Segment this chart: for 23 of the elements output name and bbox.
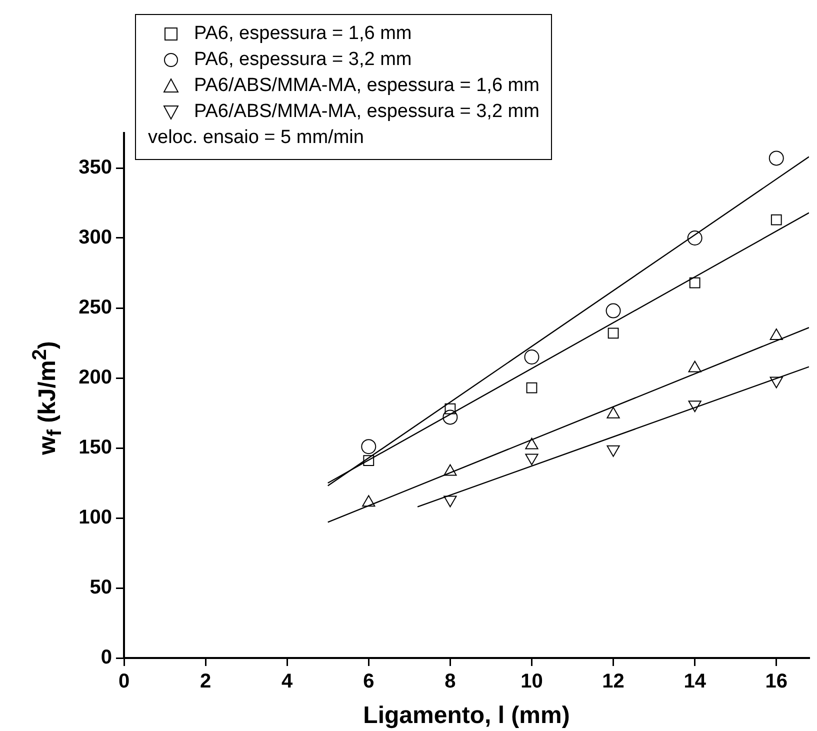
x-tick-label: 4: [282, 670, 294, 693]
legend-label: PA6, espessura = 3,2 mm: [194, 48, 412, 72]
y-tick-label: 250: [78, 296, 112, 319]
x-tick-label: 2: [200, 670, 212, 693]
legend-label: PA6, espessura = 1,6 mm: [194, 22, 412, 46]
y-tick-label: 350: [78, 156, 112, 179]
y-tick-label: 50: [90, 576, 112, 599]
x-tick-label: 8: [444, 670, 456, 693]
x-tick-label: 6: [363, 670, 374, 693]
y-tick-label: 100: [78, 506, 112, 529]
x-tick-label: 14: [684, 670, 707, 693]
legend-label: PA6/ABS/MMA-MA, espessura = 3,2 mm: [194, 100, 540, 124]
y-tick-label: 0: [100, 646, 112, 669]
y-tick-label: 200: [78, 366, 112, 389]
x-tick-label: 16: [765, 670, 788, 693]
x-tick-label: 10: [520, 670, 543, 693]
legend-label: PA6/ABS/MMA-MA, espessura = 1,6 mm: [194, 74, 540, 98]
legend-title: veloc. ensaio = 5 mm/min: [148, 126, 365, 150]
x-axis-title: Ligamento, l (mm): [363, 702, 570, 730]
x-tick-label: 12: [602, 670, 624, 693]
x-tick-label: 0: [118, 670, 130, 693]
y-tick-label: 150: [78, 436, 112, 459]
y-tick-label: 300: [78, 226, 112, 249]
